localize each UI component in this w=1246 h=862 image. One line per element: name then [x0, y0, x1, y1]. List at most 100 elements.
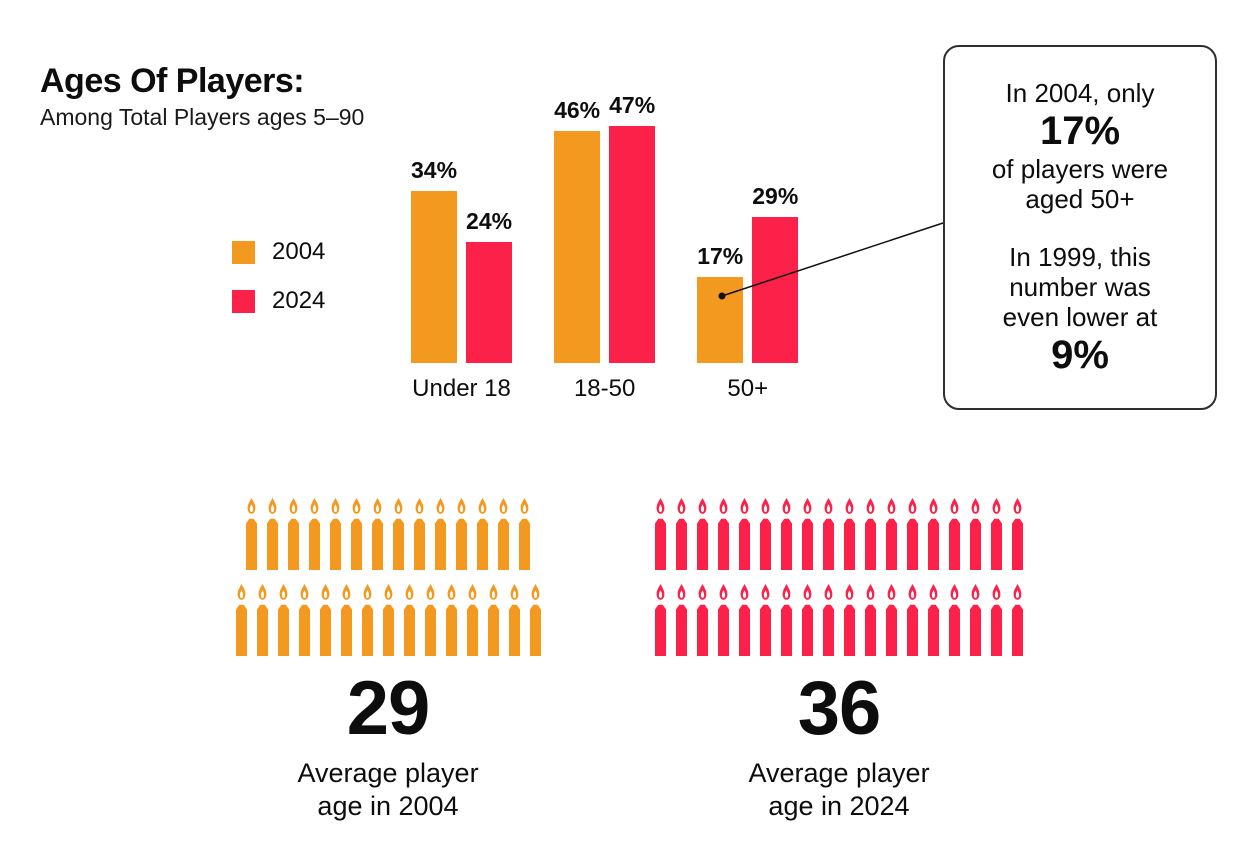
candle-icon [372, 498, 383, 570]
bar-value-label: 24% [466, 208, 513, 234]
candle-icon [477, 498, 488, 570]
bar-2004-50+ [697, 277, 744, 363]
bar-groups: 34% 24% Under 18 46% 47% 18-50 17% 29% 50+ [411, 92, 798, 403]
candle-icon [519, 498, 530, 570]
candle-icon [760, 498, 771, 570]
candle-icon [298, 584, 310, 656]
callout-big-17: 17% [1039, 108, 1121, 153]
bar-2024-Under 18 [466, 242, 513, 363]
candle-icon [802, 498, 813, 570]
candle-icon [865, 584, 876, 656]
candle-icon [823, 498, 834, 570]
candle-icon [319, 584, 331, 656]
caption-2004: Average player age in 2004 [297, 757, 478, 823]
bar-group-50+: 17% 29% 50+ [697, 95, 798, 403]
candle-icon [361, 584, 373, 656]
callout-line: In 2004, only [1005, 77, 1155, 108]
legend-item-2004: 2004 [232, 238, 325, 266]
candle-icon [435, 498, 446, 570]
bar-2004-18-50 [554, 131, 601, 363]
candle-icon [529, 584, 541, 656]
average-age-2024: 36 [797, 666, 882, 751]
candle-icon [445, 584, 457, 656]
candle-icon [907, 498, 918, 570]
candle-icon [1012, 498, 1023, 570]
candle-icon [949, 584, 960, 656]
candle-icon [655, 584, 666, 656]
caption-line: Average player [748, 758, 930, 788]
bar-chart: 34% 24% Under 18 46% 47% 18-50 17% 29% 50+ [411, 92, 798, 403]
candle-icon [928, 584, 939, 656]
candle-icon [382, 584, 394, 656]
caption-line: age in 2024 [768, 791, 910, 821]
category-label: 18-50 [573, 375, 636, 402]
candle-icon [424, 584, 436, 656]
candle-rows [233, 497, 544, 657]
candle-icon [288, 498, 299, 570]
caption-line: Average player [297, 758, 479, 788]
page-title: Ages Of Players: [40, 62, 305, 100]
candle-icon [823, 584, 834, 656]
candle-icon [970, 498, 981, 570]
callout-paragraph-1999: In 1999, this number was even lower at 9… [1003, 242, 1158, 378]
callout-line: number was [1009, 271, 1151, 302]
candle-icon [414, 498, 425, 570]
candle-icon [781, 584, 792, 656]
candle-icon [886, 584, 897, 656]
legend-item-2024: 2024 [232, 287, 325, 315]
bar-group-18-50: 46% 47% 18-50 [554, 92, 656, 403]
legend-label: 2004 [272, 238, 326, 265]
candle-icon [403, 584, 415, 656]
bar-2024-18-50 [609, 126, 656, 363]
candle-row [652, 497, 1026, 571]
candle-icon [340, 584, 352, 656]
callout-line: of players were [991, 153, 1169, 184]
bar-2024-50+ [752, 217, 799, 363]
candle-icon [991, 584, 1002, 656]
bar-value-label: 47% [609, 92, 656, 118]
bar-group-Under 18: 34% 24% Under 18 [411, 95, 512, 403]
candle-icon [309, 498, 320, 570]
pictogram-2004: 29 Average player age in 2004 [228, 497, 548, 823]
legend-label: 2024 [272, 287, 326, 314]
candle-icon [267, 498, 278, 570]
candle-icon [1012, 584, 1023, 656]
legend-swatch [232, 289, 255, 313]
callout-big-9: 9% [1051, 332, 1109, 377]
candle-icon [970, 584, 981, 656]
candle-icon [277, 584, 289, 656]
category-label: Under 18 [412, 375, 511, 402]
candle-icon [718, 498, 729, 570]
candle-icon [487, 584, 499, 656]
candle-icon [760, 584, 771, 656]
legend-swatch [232, 240, 255, 264]
candle-icon [991, 498, 1002, 570]
candle-row [243, 497, 533, 571]
chart-legend: 2004 2024 [232, 238, 325, 315]
candle-icon [655, 498, 666, 570]
candle-row [233, 583, 544, 657]
candle-icon [351, 498, 362, 570]
callout-line: even lower at [1002, 301, 1158, 332]
candle-icon [865, 498, 876, 570]
callout-line: aged 50+ [1025, 183, 1135, 214]
candle-icon [697, 584, 708, 656]
candle-icon [907, 584, 918, 656]
caption-line: age in 2004 [317, 791, 459, 821]
bar-value-label: 29% [752, 183, 799, 209]
candle-rows [652, 497, 1026, 657]
candle-icon [739, 584, 750, 656]
callout-box: In 2004, only 17% of players were aged 5… [943, 45, 1217, 410]
candle-icon [802, 584, 813, 656]
candle-icon [781, 498, 792, 570]
caption-2024: Average player age in 2024 [748, 757, 929, 823]
average-age-2004: 29 [346, 666, 431, 751]
candle-icon [676, 498, 687, 570]
candle-icon [508, 584, 520, 656]
candle-icon [739, 498, 750, 570]
bar-2004-Under 18 [411, 191, 458, 363]
candle-icon [393, 498, 404, 570]
pictogram-2024: 36 Average player age in 2024 [648, 497, 1030, 823]
candle-row [652, 583, 1026, 657]
